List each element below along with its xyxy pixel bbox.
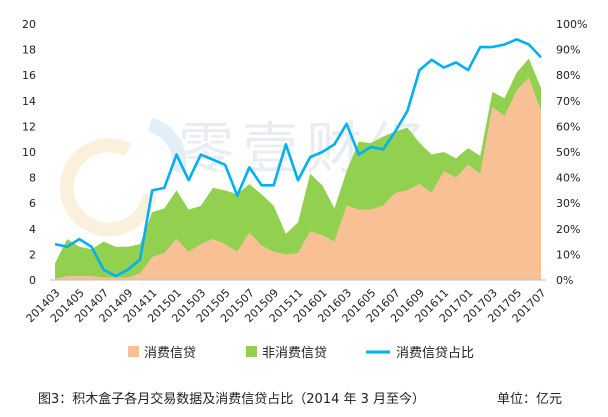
area-series-layer xyxy=(55,58,541,280)
y-right-tick-label: 0% xyxy=(556,274,573,287)
legend-label: 消费信贷占比 xyxy=(396,346,474,361)
line-series-1 xyxy=(54,38,542,278)
y-left-tick-label: 2 xyxy=(29,248,36,261)
line-series-layer xyxy=(54,38,542,278)
legend: 消费信贷 非消费信贷 消费信贷占比 xyxy=(128,346,474,361)
y-right-tick-label: 100% xyxy=(556,18,587,31)
legend-label: 非消费信贷 xyxy=(262,346,327,361)
y-left-tick-labels: 0 2 4 6 8 10 12 14 16 18 20 xyxy=(22,18,36,287)
y-left-tick-label: 10 xyxy=(22,146,36,159)
y-right-tick-label: 60% xyxy=(556,120,580,133)
y-left-tick-label: 8 xyxy=(29,172,36,185)
y-right-tick-label: 40% xyxy=(556,172,580,185)
area-series-1 xyxy=(55,77,541,280)
y-left-tick-label: 14 xyxy=(22,95,36,108)
y-right-tick-label: 80% xyxy=(556,69,580,82)
area-series-2 xyxy=(55,58,541,279)
y-left-tick-label: 0 xyxy=(29,274,36,287)
x-tick-labels: 2014032014052014072014092014112015012015… xyxy=(24,286,549,325)
legend-swatch xyxy=(128,346,139,357)
y-right-tick-label: 90% xyxy=(556,44,580,57)
y-right-tick-label: 70% xyxy=(556,95,580,108)
y-right-tick-label: 30% xyxy=(556,197,580,210)
y-right-tick-labels: 0% 10% 20% 30% 40% 50% 60% 70% 80% 90% 100% xyxy=(556,18,587,287)
unit-label: 单位：亿元 xyxy=(497,392,563,407)
figure-caption: 图3：积木盒子各月交易数据及消费信贷占比（2014 年 3 月至今） xyxy=(38,392,426,407)
y-left-tick-label: 4 xyxy=(29,223,36,236)
legend-label: 消费信贷 xyxy=(144,346,196,361)
y-right-tick-label: 20% xyxy=(556,223,580,236)
y-left-tick-label: 6 xyxy=(29,197,36,210)
y-right-tick-label: 50% xyxy=(556,146,580,159)
y-left-tick-label: 16 xyxy=(22,69,36,82)
legend-swatch xyxy=(246,346,257,357)
y-left-tick-label: 12 xyxy=(22,120,36,133)
y-right-tick-label: 10% xyxy=(556,248,580,261)
y-left-tick-label: 20 xyxy=(22,18,36,31)
y-left-tick-label: 18 xyxy=(22,44,36,57)
